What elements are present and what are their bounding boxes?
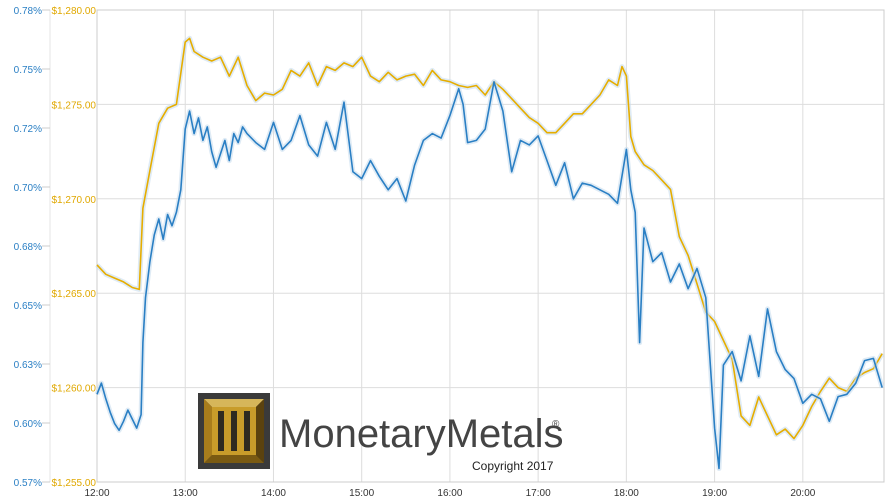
rate-series-line [96,81,883,470]
left-tick-label: 0.72% [14,124,42,135]
x-tick-label: 18:00 [614,488,639,499]
right-axis-ticks: $1,280.00 $1,275.00 $1,270.00 $1,265.00 $1,2… [52,6,97,489]
monetary-metals-logo: MonetaryMetals ® Copyright 2017 [198,393,564,473]
left-tick-label: 0.68% [14,242,42,253]
logo-emblem-icon [198,393,270,469]
price-tick-label: $1,255.00 [52,478,97,489]
left-tick-label: 0.70% [14,183,42,194]
price-tick-label: $1,260.00 [52,384,97,395]
series-layer [94,35,885,471]
left-axis-ticks: 0.78% 0.75% 0.72% 0.70% 0.68% 0.65% 0.63% 0.60%… [14,6,50,489]
left-tick-label: 0.75% [14,65,42,76]
x-tick-label: 13:00 [173,488,198,499]
copyright-text: Copyright 2017 [472,459,554,473]
price-tick-label: $1,275.00 [52,100,97,111]
x-tick-label: 16:00 [437,488,462,499]
plot-border [96,9,885,483]
x-tick-label: 14:00 [261,488,286,499]
x-axis-ticks: 12:00 13:00 14:00 15:00 16:00 17:00 18:00 19:00… [84,488,815,499]
x-tick-label: 19:00 [702,488,727,499]
x-tick-label: 17:00 [526,488,551,499]
x-tick-label: 12:00 [84,488,109,499]
left-tick-label: 0.78% [14,6,42,17]
registered-mark: ® [552,419,560,430]
price-tick-label: $1,280.00 [52,6,97,17]
left-tick-label: 0.60% [14,419,42,430]
price-series-line [96,37,883,440]
logo-wordmark: MonetaryMetals [279,412,564,456]
left-tick-label: 0.65% [14,301,42,312]
left-tick-label: 0.57% [14,478,42,489]
price-tick-label: $1,265.00 [52,289,97,300]
x-tick-label: 15:00 [349,488,374,499]
left-tick-label: 0.63% [14,360,42,371]
x-tick-label: 20:00 [790,488,815,499]
price-tick-label: $1,270.00 [52,195,97,206]
